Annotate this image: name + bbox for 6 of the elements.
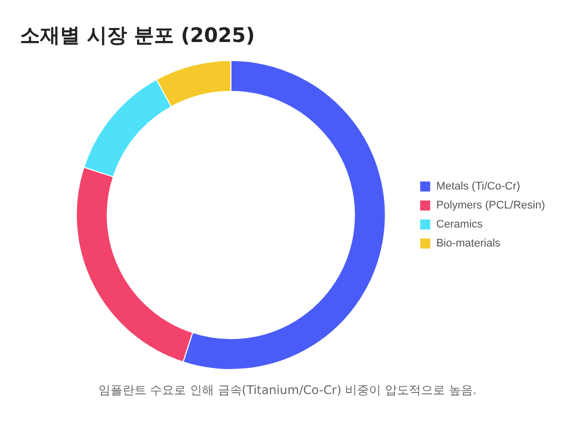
legend-label: Metals (Ti/Co-Cr) [436, 180, 520, 193]
legend-label: Polymers (PCL/Resin) [436, 200, 546, 212]
legend-label: Bio-materials [436, 238, 501, 250]
chart-title: 소재별 시장 분포 (2025) [20, 22, 255, 49]
legend-label: Ceramics [436, 218, 484, 231]
text: 임플란트 수요로 인해 금속(Titanium/Co-Cr) 비중이 압도적으로 높음. [97, 382, 478, 399]
